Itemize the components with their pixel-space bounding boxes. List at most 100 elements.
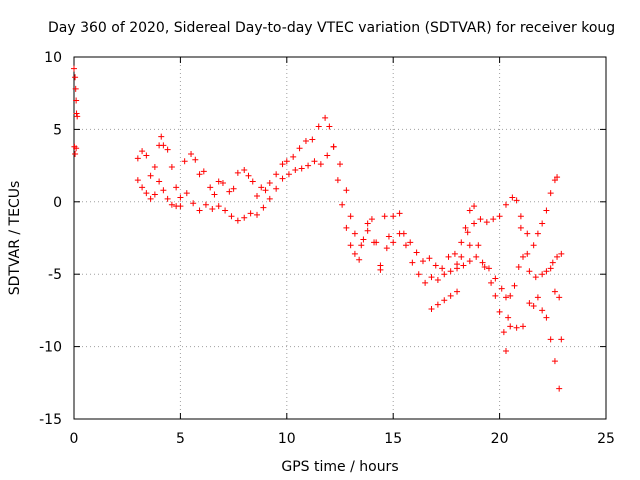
data-point — [134, 177, 141, 184]
data-point — [358, 242, 365, 249]
data-point — [343, 187, 350, 194]
data-point — [254, 211, 261, 218]
data-point — [402, 242, 409, 249]
data-point — [364, 220, 371, 227]
data-point — [296, 145, 303, 152]
data-point — [526, 300, 533, 307]
data-point — [520, 323, 527, 330]
data-point — [447, 268, 454, 275]
x-tick-label: 5 — [176, 431, 185, 447]
data-point — [134, 155, 141, 162]
data-point — [207, 184, 214, 191]
data-point — [458, 239, 465, 246]
data-point — [164, 195, 171, 202]
data-points — [71, 65, 565, 392]
data-point — [441, 271, 448, 278]
data-point — [177, 203, 184, 210]
data-point — [164, 146, 171, 153]
data-point — [147, 172, 154, 179]
data-point — [530, 303, 537, 310]
data-point — [339, 201, 346, 208]
axis-ticks: 0 5 10 15 20 25 10 5 0 -5 -10 -15 — [39, 50, 615, 447]
data-point — [196, 207, 203, 214]
data-point — [183, 190, 190, 197]
data-point — [343, 224, 350, 231]
data-point — [396, 230, 403, 237]
data-point — [215, 178, 222, 185]
data-point — [337, 161, 343, 168]
data-point — [492, 275, 499, 282]
data-point — [151, 191, 158, 198]
y-tick-label: -15 — [39, 412, 62, 428]
data-point — [168, 201, 175, 208]
data-point — [547, 265, 554, 272]
data-point — [315, 123, 322, 130]
data-point — [513, 197, 520, 204]
data-point — [192, 156, 199, 163]
data-point — [454, 261, 461, 268]
data-point — [266, 179, 273, 186]
data-point — [241, 214, 248, 221]
data-point — [211, 191, 218, 198]
data-point — [473, 253, 480, 260]
data-point — [160, 142, 167, 149]
x-tick-label: 0 — [70, 431, 79, 447]
data-point — [215, 203, 222, 210]
x-tick-label: 20 — [491, 431, 509, 447]
data-point — [466, 258, 473, 265]
data-point — [530, 242, 537, 249]
data-point — [139, 148, 146, 155]
data-point — [549, 259, 556, 266]
x-tick-label: 10 — [278, 431, 296, 447]
data-point — [496, 213, 503, 220]
data-point — [471, 220, 478, 227]
data-point — [72, 85, 79, 92]
data-point — [234, 217, 241, 224]
data-point — [556, 385, 563, 392]
data-point — [226, 188, 233, 195]
data-point — [502, 201, 509, 208]
data-point — [173, 184, 180, 191]
data-point — [524, 250, 531, 257]
data-point — [283, 158, 290, 165]
data-point — [230, 185, 237, 192]
plot-frame — [73, 56, 607, 420]
data-point — [505, 314, 512, 321]
data-point — [426, 255, 433, 262]
data-point — [262, 187, 269, 194]
data-point — [371, 239, 378, 246]
data-point — [477, 216, 484, 223]
data-point — [377, 266, 384, 273]
data-point — [326, 123, 333, 130]
data-point — [454, 288, 461, 295]
data-point — [309, 136, 316, 143]
data-point — [168, 164, 175, 171]
data-point — [202, 201, 209, 208]
data-point — [302, 137, 309, 144]
data-point — [139, 184, 146, 191]
data-point — [72, 151, 79, 158]
data-point — [466, 207, 473, 214]
data-point — [543, 314, 550, 321]
data-point — [534, 294, 541, 301]
data-point — [324, 152, 331, 159]
data-point — [181, 158, 188, 165]
data-point — [502, 294, 509, 301]
data-point — [547, 190, 554, 197]
data-point — [260, 204, 267, 211]
data-point — [558, 250, 565, 257]
data-point — [381, 213, 388, 220]
data-point — [334, 177, 341, 184]
data-point — [451, 250, 458, 257]
data-point — [502, 347, 509, 354]
data-point — [515, 263, 522, 270]
y-tick-label: -5 — [48, 267, 62, 283]
data-point — [245, 172, 252, 179]
data-point — [415, 271, 422, 278]
data-point — [434, 276, 441, 283]
data-point — [279, 175, 286, 182]
data-point — [73, 145, 80, 152]
data-point — [241, 166, 248, 173]
data-point — [151, 164, 158, 171]
